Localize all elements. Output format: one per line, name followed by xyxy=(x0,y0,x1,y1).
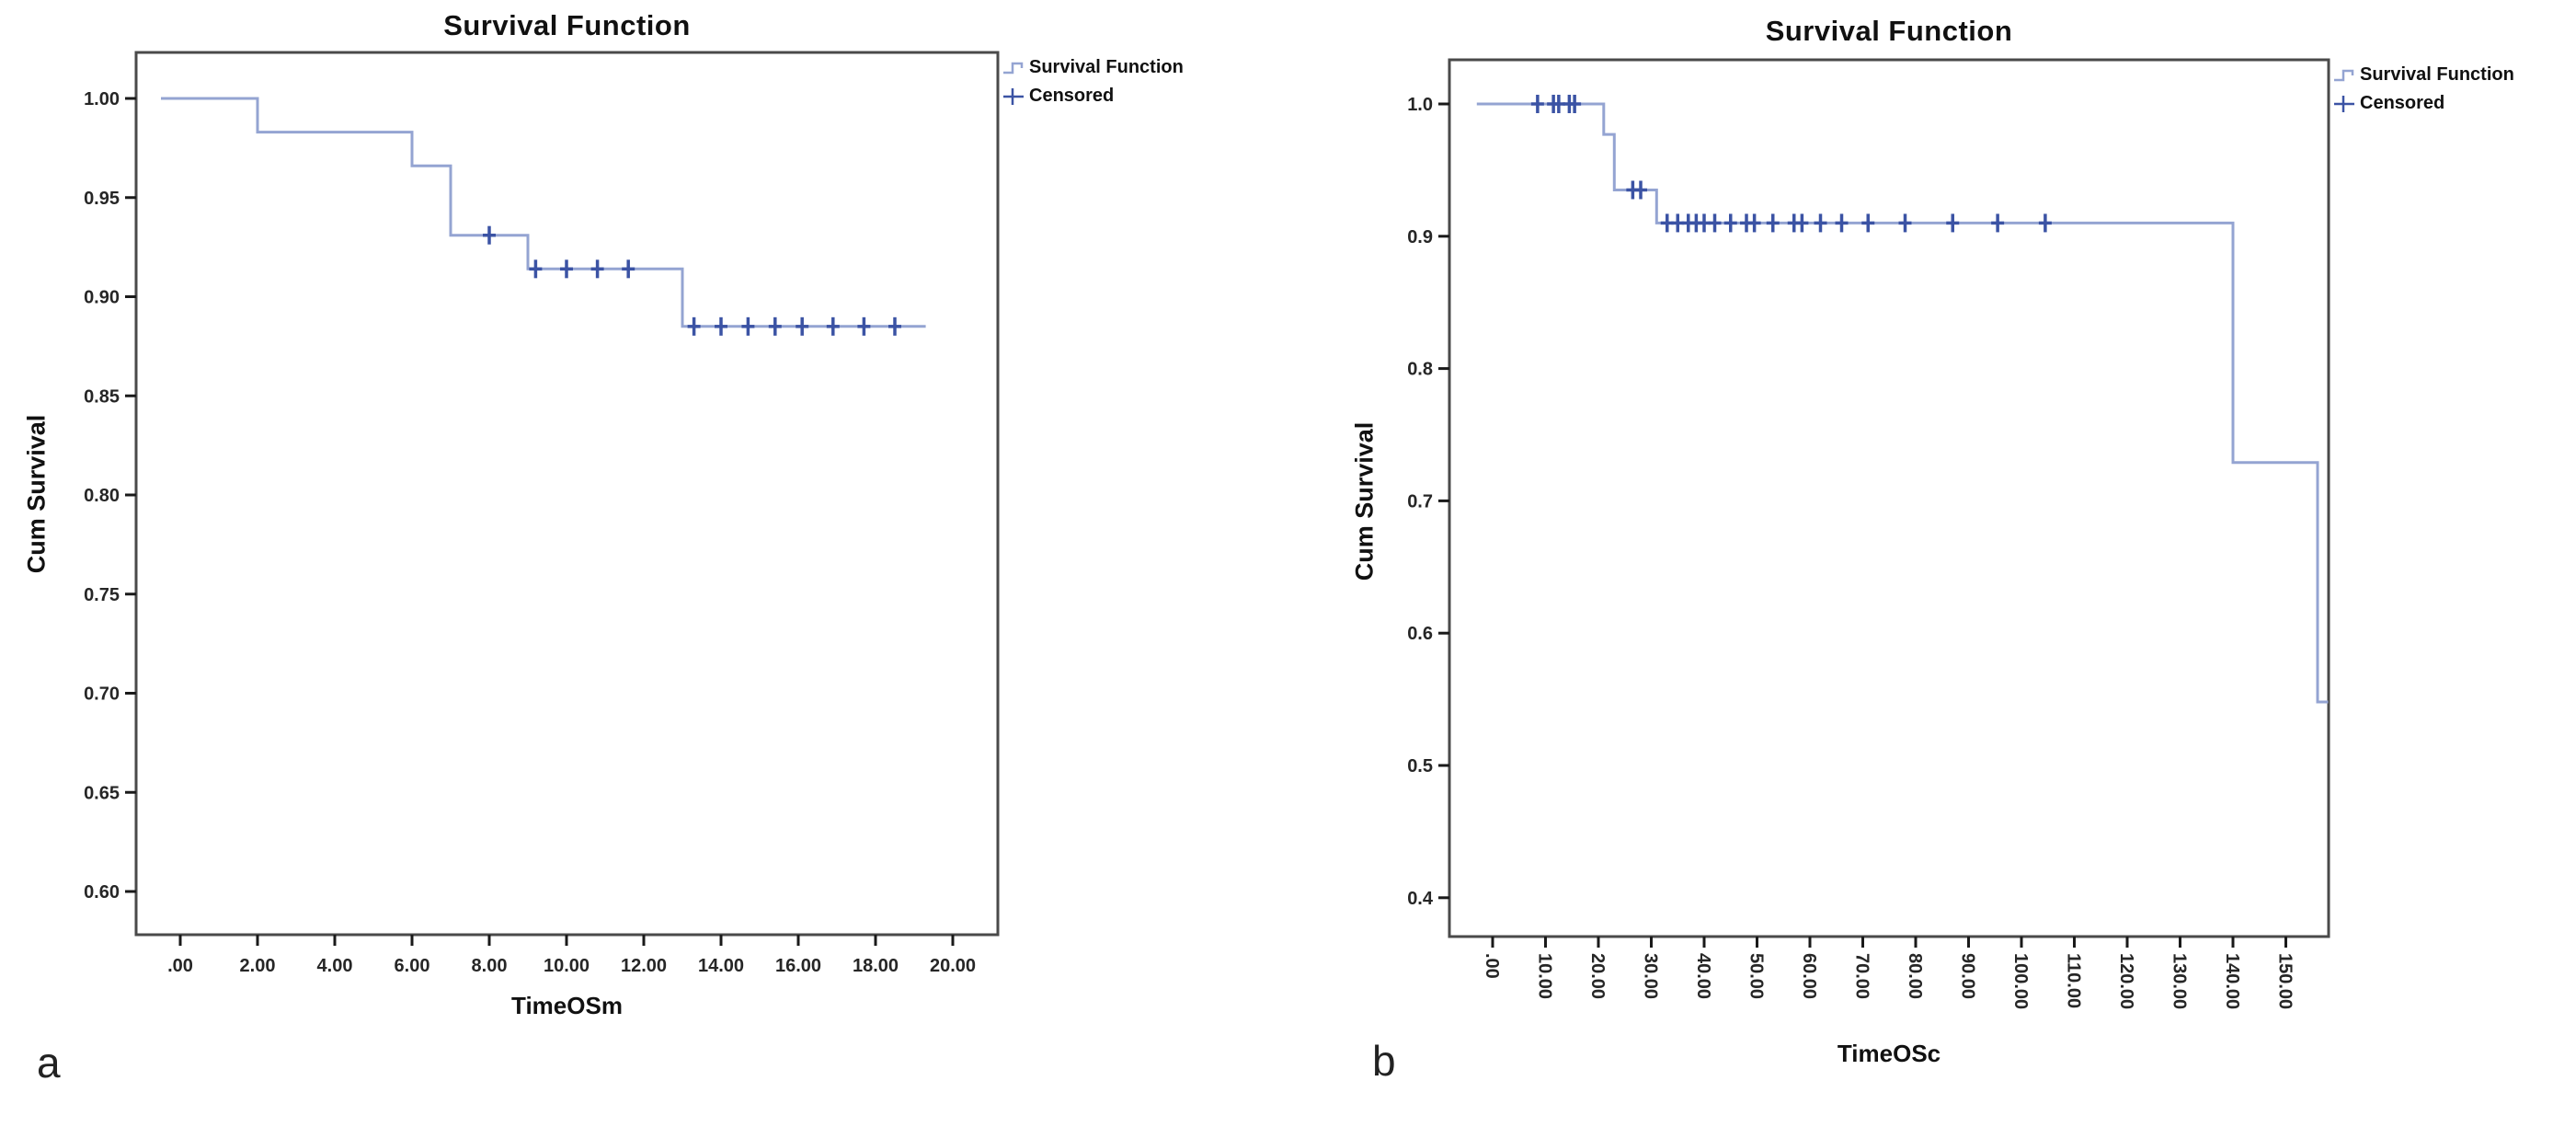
panel-b-title: Survival Function xyxy=(1765,15,2013,47)
y-tick-label: 0.85 xyxy=(84,386,120,407)
y-tick-label: 0.90 xyxy=(84,288,120,308)
legend-label-censored: Censored xyxy=(2360,93,2445,113)
panel-a-y-axis-label: Cum Survival xyxy=(22,414,51,574)
y-tick-label: 0.65 xyxy=(84,783,120,803)
panel-a-x-axis-label: TimeOSm xyxy=(511,992,623,1019)
x-tick-label: 60.00 xyxy=(1799,953,1819,999)
panel-b-legend: Survival Function Censored xyxy=(2333,61,2514,118)
x-tick-label: 30.00 xyxy=(1641,953,1661,999)
x-tick-label: 20.00 xyxy=(1587,953,1608,999)
x-tick-label: 2.00 xyxy=(240,956,276,976)
y-tick-label: 0.80 xyxy=(84,486,120,506)
y-tick-label: 0.95 xyxy=(84,189,120,209)
panel-a-title: Survival Function xyxy=(443,9,691,41)
y-tick-label: 0.4 xyxy=(1407,889,1434,909)
x-tick-label: 80.00 xyxy=(1905,953,1925,999)
legend-entry-censored: Censored xyxy=(1002,82,1184,110)
y-tick-label: 0.70 xyxy=(84,684,120,705)
legend-label-survival: Survival Function xyxy=(2360,64,2514,85)
x-tick-label: 6.00 xyxy=(395,956,430,976)
step-line-icon xyxy=(1003,62,1024,74)
y-tick-label: 0.5 xyxy=(1407,756,1433,776)
legend-entry-censored: Censored xyxy=(2333,89,2514,118)
y-tick-label: 1.00 xyxy=(84,89,120,109)
panel-a-legend: Survival Function Censored xyxy=(1002,53,1184,110)
x-tick-label: 12.00 xyxy=(621,956,667,976)
x-tick-label: 70.00 xyxy=(1852,953,1872,999)
panel-b-plot: .00 10.00 20.00 30.00 40.00 50.00 60.00 70.00 80… xyxy=(1407,58,2330,1009)
x-tick-label: 50.00 xyxy=(1746,953,1767,999)
y-tick-label: 1.0 xyxy=(1407,95,1433,115)
x-tick-label: 120.00 xyxy=(2116,953,2136,1009)
legend-entry-survival: Survival Function xyxy=(1002,53,1184,82)
x-tick-label: 16.00 xyxy=(775,956,821,976)
x-tick-label: 140.00 xyxy=(2222,953,2242,1009)
x-tick-label: 150.00 xyxy=(2275,953,2296,1009)
plot-box xyxy=(1448,58,2330,938)
x-axis-ticks: .00 2.00 4.00 6.00 8.00 10.00 12.00 14.00 16.00 1… xyxy=(167,935,976,976)
legend-entry-survival: Survival Function xyxy=(2333,61,2514,89)
panel-b-x-axis-label: TimeOSc xyxy=(1837,1040,1941,1067)
x-tick-label: 100.00 xyxy=(2010,953,2031,1009)
panel-b-y-axis-label: Cum Survival xyxy=(1350,421,1379,581)
x-tick-label: 10.00 xyxy=(1535,953,1555,999)
plot-box xyxy=(134,51,1000,937)
survival-curve xyxy=(161,97,926,328)
y-axis-ticks: 1.00 0.95 0.90 0.85 0.80 0.75 0.70 0.65 0.60 xyxy=(84,89,136,903)
x-tick-label: 18.00 xyxy=(853,956,899,976)
y-tick-label: 0.8 xyxy=(1407,360,1433,380)
censored-marks xyxy=(483,225,901,336)
y-axis-ticks: 1.0 0.9 0.8 0.7 0.6 0.5 0.4 xyxy=(1407,95,1449,909)
y-tick-label: 0.7 xyxy=(1407,491,1433,512)
y-tick-label: 0.75 xyxy=(84,585,120,605)
censored-marks xyxy=(1530,95,2052,233)
step-line-icon xyxy=(2334,69,2354,81)
x-tick-label: 130.00 xyxy=(2170,953,2190,1009)
x-tick-label: 14.00 xyxy=(698,956,744,976)
x-tick-label: 10.00 xyxy=(544,956,590,976)
legend-label-censored: Censored xyxy=(1029,86,1115,106)
panel-a-plot: .00 2.00 4.00 6.00 8.00 10.00 12.00 14.00 16.00 1… xyxy=(84,51,1000,976)
panel-b-letter: b xyxy=(1372,1037,1396,1085)
censor-plus-icon xyxy=(1003,87,1024,105)
panel-a-letter: a xyxy=(37,1039,61,1087)
x-tick-label: 8.00 xyxy=(472,956,508,976)
y-tick-label: 0.6 xyxy=(1407,624,1433,644)
x-axis-ticks: .00 10.00 20.00 30.00 40.00 50.00 60.00 70.00 80… xyxy=(1482,937,2296,1009)
x-tick-label: .00 xyxy=(167,956,193,976)
x-tick-label: 90.00 xyxy=(1958,953,1978,999)
x-tick-label: 40.00 xyxy=(1693,953,1713,999)
legend-label-survival: Survival Function xyxy=(1029,57,1184,77)
x-tick-label: 110.00 xyxy=(2064,953,2084,1008)
x-tick-label: .00 xyxy=(1482,953,1502,979)
y-tick-label: 0.9 xyxy=(1407,227,1433,247)
censor-plus-icon xyxy=(2334,95,2354,112)
x-tick-label: 4.00 xyxy=(317,956,353,976)
y-tick-label: 0.60 xyxy=(84,882,120,903)
survival-curve xyxy=(1476,102,2329,704)
x-tick-label: 20.00 xyxy=(930,956,976,976)
